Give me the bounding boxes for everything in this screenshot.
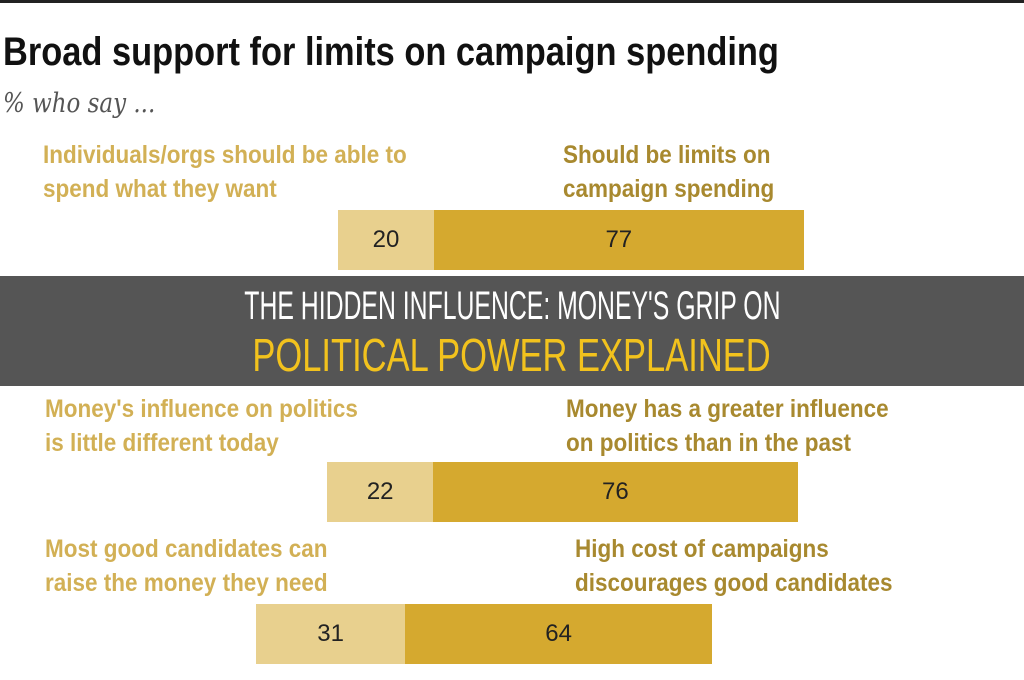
left-label: Individuals/orgs should be able to spend … — [43, 138, 407, 206]
headline-line-2: POLITICAL POWER EXPLAINED — [252, 329, 772, 381]
left-label-line: Individuals/orgs should be able to — [43, 141, 407, 169]
data-label: 64 — [545, 620, 572, 647]
data-label: 77 — [605, 226, 633, 253]
bar-right-segment: 64 — [405, 604, 713, 664]
left-label-line: spend what they want — [43, 175, 277, 203]
top-rule — [0, 0, 1024, 3]
data-label: 22 — [366, 478, 394, 505]
right-label-line: discourages good candidates — [575, 569, 893, 597]
chart-subtitle: % who say ... — [3, 88, 156, 119]
bar-left-segment: 20 — [338, 210, 434, 270]
right-label-line: High cost of campaigns — [575, 535, 829, 563]
left-label: Money's influence on politics is little d… — [45, 392, 358, 460]
right-label-line: Money has a greater influence — [566, 395, 889, 423]
left-label-line: is little different today — [45, 429, 279, 457]
data-label: 31 — [317, 620, 344, 647]
bar-left-segment: 31 — [256, 604, 405, 664]
headline-banner: THE HIDDEN INFLUENCE: MONEY'S GRIP ON PO… — [0, 276, 1024, 386]
left-label-line: Most good candidates can — [45, 535, 328, 563]
bar-right-segment: 77 — [434, 210, 804, 270]
right-label: Money has a greater influence on politics… — [566, 392, 889, 460]
bar-right-segment: 76 — [433, 462, 798, 522]
bar-left-segment: 22 — [327, 462, 433, 522]
left-label: Most good candidates can raise the money … — [45, 532, 328, 600]
right-label: Should be limits on campaign spending — [563, 138, 774, 206]
left-label-line: raise the money they need — [45, 569, 328, 597]
right-label-line: Should be limits on — [563, 141, 771, 169]
data-label: 20 — [372, 226, 400, 253]
right-label-line: campaign spending — [563, 175, 775, 203]
left-label-line: Money's influence on politics — [45, 395, 358, 423]
chart-title: Broad support for limits on campaign spe… — [3, 30, 779, 74]
right-label-line: on politics than in the past — [566, 429, 852, 457]
headline-line-1: THE HIDDEN INFLUENCE: MONEY'S GRIP ON — [243, 284, 781, 328]
data-label: 76 — [602, 478, 629, 505]
right-label: High cost of campaigns discourages good c… — [575, 532, 893, 600]
